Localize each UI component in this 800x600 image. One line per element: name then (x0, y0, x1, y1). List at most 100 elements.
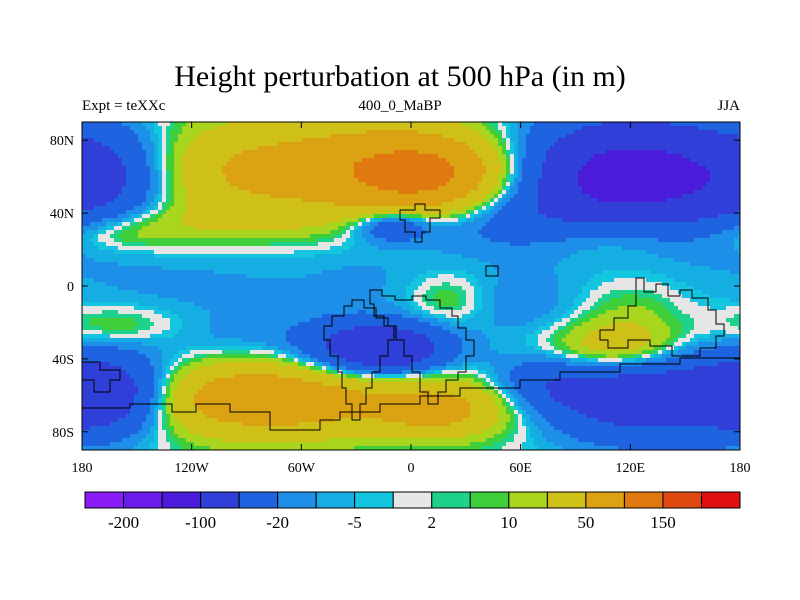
field-cell (470, 170, 474, 174)
field-cell (94, 210, 98, 214)
field-cell (302, 134, 306, 138)
field-cell (170, 174, 174, 178)
field-cell (670, 182, 674, 186)
field-cell (678, 186, 682, 190)
field-cell (326, 170, 330, 174)
field-cell (330, 166, 334, 170)
field-cell (158, 226, 162, 230)
field-cell (342, 198, 346, 202)
field-cell (126, 226, 130, 230)
field-cell (190, 230, 194, 234)
field-cell (542, 230, 546, 234)
field-cell (194, 142, 198, 146)
field-cell (358, 174, 362, 178)
field-cell (414, 126, 418, 130)
field-cell (286, 138, 290, 142)
field-cell (674, 126, 678, 130)
field-cell (326, 198, 330, 202)
field-cell (230, 194, 234, 198)
field-cell (518, 186, 522, 190)
field-cell (98, 206, 102, 210)
field-cell (434, 202, 438, 206)
field-cell (510, 214, 514, 218)
field-cell (278, 158, 282, 162)
field-cell (490, 178, 494, 182)
field-cell (366, 174, 370, 178)
field-cell (378, 174, 382, 178)
field-cell (502, 218, 506, 222)
field-cell (170, 154, 174, 158)
field-cell (190, 222, 194, 226)
field-cell (598, 198, 602, 202)
field-cell (350, 218, 354, 222)
field-cell (546, 238, 550, 242)
field-cell (402, 126, 406, 130)
field-cell (178, 202, 182, 206)
field-cell (718, 138, 722, 142)
field-cell (606, 142, 610, 146)
field-cell (146, 214, 150, 218)
field-cell (294, 166, 298, 170)
field-cell (98, 222, 102, 226)
field-cell (326, 202, 330, 206)
field-cell (558, 142, 562, 146)
field-cell (478, 150, 482, 154)
field-cell (406, 174, 410, 178)
field-cell (594, 206, 598, 210)
field-cell (226, 162, 230, 166)
field-cell (306, 238, 310, 242)
field-cell (206, 122, 210, 126)
field-cell (286, 158, 290, 162)
field-cell (378, 178, 382, 182)
field-cell (642, 202, 646, 206)
field-cell (446, 126, 450, 130)
field-cell (626, 198, 630, 202)
field-cell (170, 206, 174, 210)
field-cell (278, 222, 282, 226)
field-cell (330, 178, 334, 182)
field-cell (634, 202, 638, 206)
field-cell (610, 218, 614, 222)
field-cell (154, 138, 158, 142)
field-cell (478, 194, 482, 198)
field-cell (470, 150, 474, 154)
field-cell (350, 198, 354, 202)
field-cell (506, 214, 510, 218)
field-cell (382, 190, 386, 194)
field-cell (418, 222, 422, 226)
field-cell (450, 238, 454, 242)
field-cell (374, 230, 378, 234)
field-cell (734, 178, 738, 182)
field-cell (582, 230, 586, 234)
field-cell (318, 226, 322, 230)
field-cell (410, 138, 414, 142)
field-cell (202, 218, 206, 222)
field-cell (398, 226, 402, 230)
field-cell (370, 230, 374, 234)
field-cell (706, 210, 710, 214)
field-cell (122, 146, 126, 150)
field-cell (338, 122, 342, 126)
field-cell (166, 162, 170, 166)
field-cell (514, 146, 518, 150)
field-cell (702, 210, 706, 214)
field-cell (490, 170, 494, 174)
field-cell (146, 142, 150, 146)
field-cell (174, 230, 178, 234)
field-cell (158, 218, 162, 222)
field-cell (422, 142, 426, 146)
field-cell (234, 218, 238, 222)
field-cell (534, 238, 538, 242)
field-cell (482, 202, 486, 206)
field-cell (102, 242, 106, 246)
field-cell (474, 162, 478, 166)
field-cell (138, 162, 142, 166)
field-cell (422, 166, 426, 170)
field-cell (734, 150, 738, 154)
field-cell (390, 150, 394, 154)
field-cell (90, 122, 94, 126)
field-cell (446, 138, 450, 142)
field-cell (226, 202, 230, 206)
field-cell (182, 130, 186, 134)
field-cell (166, 210, 170, 214)
